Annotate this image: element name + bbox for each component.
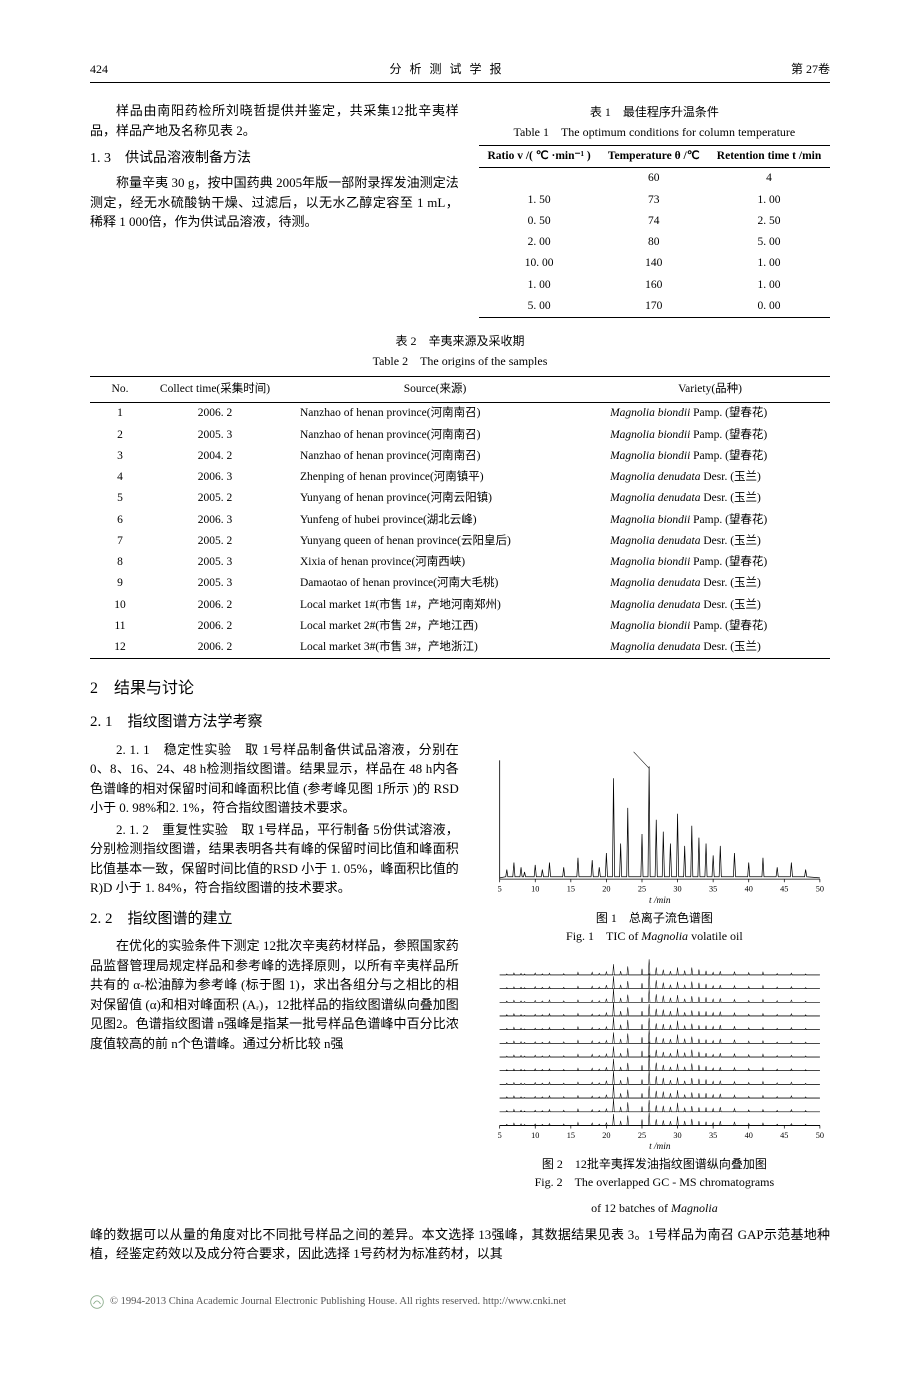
table1-header: Temperature θ /℃ — [599, 146, 708, 168]
svg-text:t /min: t /min — [649, 896, 671, 905]
table-row: 32004. 2Nanzhao of henan province(河南南召)M… — [90, 446, 830, 467]
table1-header: Ratio v /( ℃ ·min⁻¹ ) — [479, 146, 600, 168]
svg-text:35: 35 — [709, 1131, 717, 1140]
table1-header: Retention time t /min — [708, 146, 830, 168]
table2: No.Collect time(采集时间)Source(来源)Variety(品… — [90, 376, 830, 659]
table-row: 10. 001401. 00 — [479, 253, 830, 274]
p-2-1-1: 2. 1. 1 稳定性实验 取 1号样品制备供试品溶液，分别在 0、8、16、2… — [90, 740, 459, 818]
intro-text: 样品由南阳药检所刘晓哲提供并鉴定，共采集12批辛夷样品，样品产地及名称见表 2。… — [90, 101, 459, 318]
p-2-2-a: 在优化的实验条件下测定 12批次辛夷药材样品，参照国家药品监督管理局规定样品和参… — [90, 936, 459, 1053]
table-row: 112006. 2Local market 2#(市售 2#，产地江西)Magn… — [90, 616, 830, 637]
figure-1: 5101520253035404550t /minReference peak … — [479, 750, 830, 945]
svg-text:45: 45 — [780, 1131, 788, 1140]
table-row: 1. 50731. 00 — [479, 190, 830, 211]
paragraph-samples: 样品由南阳药检所刘晓哲提供并鉴定，共采集12批辛夷样品，样品产地及名称见表 2。 — [90, 101, 459, 140]
section-2-2-title: 2. 2 指纹图谱的建立 — [90, 908, 459, 931]
svg-text:15: 15 — [566, 1131, 574, 1140]
table2-block: 表 2 辛夷来源及采收期 Table 2 The origins of the … — [90, 332, 830, 659]
results-two-col: 2. 1. 1 稳定性实验 取 1号样品制备供试品溶液，分别在 0、8、16、2… — [90, 740, 830, 1225]
volume: 第 27卷 — [791, 60, 830, 78]
table2-caption-cn: 表 2 辛夷来源及采收期 — [90, 332, 830, 350]
s212-title: 2. 1. 2 重复性实验 — [116, 822, 228, 837]
section-2-1-title: 2. 1 指纹图谱方法学考察 — [90, 711, 830, 734]
svg-text:40: 40 — [744, 884, 752, 893]
table1-caption-cn: 表 1 最佳程序升温条件 — [479, 103, 830, 121]
svg-text:50: 50 — [816, 884, 824, 893]
page-header: 424 分析测试学报 第 27卷 — [90, 60, 830, 83]
fig2-overlap: 5 10 15 20 25 30 35 40 45 50 t /min — [479, 955, 830, 1151]
svg-text:5: 5 — [497, 1131, 501, 1140]
table-row: 82005. 3Xixia of henan province(河南西峡)Mag… — [90, 552, 830, 573]
svg-text:45: 45 — [780, 884, 788, 893]
section-1-3-title: 1. 3 供试品溶液制备方法 — [90, 148, 459, 169]
table-row: 52005. 2Yunyang of henan province(河南云阳镇)… — [90, 488, 830, 509]
table-row: 1. 001601. 00 — [479, 275, 830, 296]
section-2-title: 2 结果与讨论 — [90, 677, 830, 701]
table2-header: Collect time(采集时间) — [150, 377, 280, 403]
svg-text:40: 40 — [744, 1131, 752, 1140]
fig2-caption-cn: 图 2 12批辛夷挥发油指纹图谱纵向叠加图 — [479, 1155, 830, 1173]
page-footer: © 1994-2013 China Academic Journal Elect… — [90, 1294, 830, 1310]
svg-text:10: 10 — [531, 884, 539, 893]
svg-text:25: 25 — [638, 1131, 646, 1140]
fig1-caption-cn: 图 1 总离子流色谱图 — [479, 909, 830, 927]
p-2-1-2: 2. 1. 2 重复性实验 取 1号样品，平行制备 5份供试溶液，分别检测指纹图… — [90, 820, 459, 898]
svg-text:25: 25 — [638, 884, 646, 893]
svg-text:t /min: t /min — [649, 1142, 671, 1151]
svg-text:30: 30 — [673, 884, 681, 893]
table-row: 72005. 2Yunyang queen of henan province(… — [90, 531, 830, 552]
svg-text:20: 20 — [602, 1131, 610, 1140]
svg-text:15: 15 — [566, 884, 574, 893]
svg-text:30: 30 — [673, 1131, 681, 1140]
figure-2: 5 10 15 20 25 30 35 40 45 50 t /min 图 2 12批辛夷挥发油指纹… — [479, 955, 830, 1217]
footer-text: © 1994-2013 China Academic Journal Elect… — [110, 1294, 566, 1310]
table2-header: No. — [90, 377, 150, 403]
table-row: 604 — [479, 168, 830, 190]
table-row: 12006. 2Nanzhao of henan province(河南南召)M… — [90, 403, 830, 425]
page-number: 424 — [90, 60, 108, 78]
table2-header: Source(来源) — [280, 377, 590, 403]
svg-text:5: 5 — [497, 884, 501, 893]
journal-title: 分析测试学报 — [108, 60, 791, 78]
cnki-icon — [90, 1295, 104, 1309]
table2-caption-en: Table 2 The origins of the samples — [90, 352, 830, 370]
svg-text:20: 20 — [602, 884, 610, 893]
p-2-2-b: 峰的数据可以从量的角度对比不同批号样品之间的差异。本文选择 13强峰，其数据结果… — [90, 1225, 830, 1264]
results-text: 2. 1. 1 稳定性实验 取 1号样品制备供试品溶液，分别在 0、8、16、2… — [90, 740, 459, 1225]
fig2-caption-en-1: Fig. 2 The overlapped GC - MS chromatogr… — [479, 1173, 830, 1191]
table-row: 0. 50742. 50 — [479, 211, 830, 232]
svg-text:10: 10 — [531, 1131, 539, 1140]
svg-text:50: 50 — [816, 1131, 824, 1140]
table-row: 5. 001700. 00 — [479, 296, 830, 318]
table-row: 62006. 3Yunfeng of hubei province(湖北云峰)M… — [90, 510, 830, 531]
table1-block: 表 1 最佳程序升温条件 Table 1 The optimum conditi… — [479, 101, 830, 318]
table2-header: Variety(品种) — [590, 377, 830, 403]
table-row: 122006. 2Local market 3#(市售 3#，产地浙江)Magn… — [90, 637, 830, 659]
fig1-chromatogram: 5101520253035404550t /minReference peak — [479, 750, 830, 905]
table-row: 2. 00805. 00 — [479, 232, 830, 253]
table-row: 42006. 3Zhenping of henan province(河南镇平)… — [90, 467, 830, 488]
top-section: 样品由南阳药检所刘晓哲提供并鉴定，共采集12批辛夷样品，样品产地及名称见表 2。… — [90, 101, 830, 318]
fig1-caption-en: Fig. 1 TIC of Magnolia volatile oil — [479, 927, 830, 945]
svg-text:35: 35 — [709, 884, 717, 893]
table1-caption-en: Table 1 The optimum conditions for colum… — [479, 123, 830, 141]
figures-column: 5101520253035404550t /minReference peak … — [479, 740, 830, 1225]
table-row: 22005. 3Nanzhao of henan province(河南南召)M… — [90, 425, 830, 446]
fig2-caption-en-2: of 12 batches of Magnolia — [479, 1199, 830, 1217]
table-row: 92005. 3Damaotao of henan province(河南大毛桃… — [90, 573, 830, 594]
paragraph-method: 称量辛夷 30 g，按中国药典 2005年版一部附录挥发油测定法测定，经无水硫酸… — [90, 173, 459, 232]
table-row: 102006. 2Local market 1#(市售 1#，产地河南郑州)Ma… — [90, 595, 830, 616]
table1: Ratio v /( ℃ ·min⁻¹ )Temperature θ /℃Ret… — [479, 145, 830, 318]
s211-title: 2. 1. 1 稳定性实验 — [116, 742, 232, 757]
